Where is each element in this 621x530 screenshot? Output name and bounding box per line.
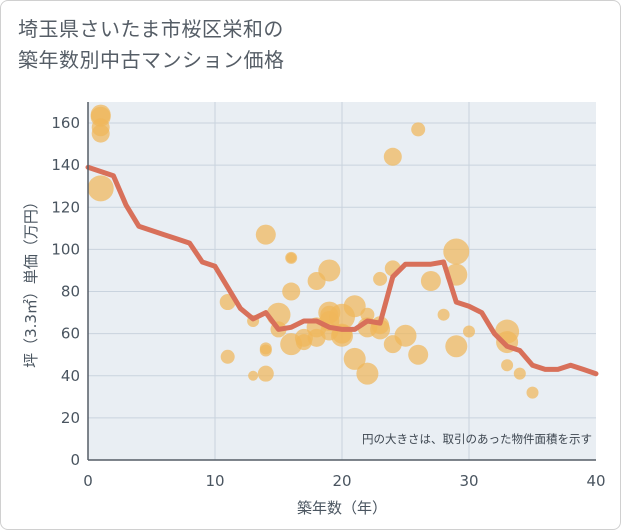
y-tick-labels: 0 20 40 60 80 100 120 140 160 (51, 114, 80, 469)
bubble-size-note: 円の大きさは、取引のあった物件面積を示す (362, 432, 592, 446)
scatter-point (501, 359, 514, 372)
y-tick-label: 140 (51, 156, 80, 174)
scatter-point (356, 362, 379, 385)
y-tick-label: 120 (51, 198, 80, 216)
y-tick-label: 160 (51, 114, 80, 132)
scatter-point (220, 349, 235, 364)
y-tick-label: 0 (70, 451, 80, 469)
scatter-point (394, 324, 417, 347)
scatter-point (437, 308, 450, 321)
scatter-point (343, 295, 366, 318)
scatter-point (248, 370, 259, 381)
scatter-point (255, 224, 276, 245)
y-tick-label: 40 (61, 367, 80, 385)
scatter-point (373, 271, 388, 286)
y-tick-label: 60 (61, 325, 80, 343)
axes (87, 102, 596, 461)
y-axis-label: 坪（3.3㎡）単価（万円） (22, 194, 40, 368)
scatter-point (257, 365, 274, 382)
scatter-point (408, 344, 429, 365)
x-tick-label: 20 (332, 472, 351, 490)
chart-title-line-2: 築年数別中古マンション価格 (18, 48, 285, 72)
scatter-point (343, 347, 366, 370)
scatter-point (383, 147, 402, 166)
scatter-point (445, 335, 468, 358)
trend-line (85, 164, 599, 377)
chart-title-line-1: 埼玉県さいたま市桜区栄和の (18, 17, 284, 41)
x-tick-label: 10 (205, 472, 224, 490)
scatter-point (259, 344, 272, 357)
y-tick-label: 20 (61, 409, 80, 427)
scatter-point (420, 271, 441, 291)
x-tick-label: 0 (83, 472, 93, 490)
x-tick-labels: 0 10 20 30 40 (83, 472, 605, 490)
x-axis-label: 築年数（年） (297, 499, 387, 517)
x-tick-label: 30 (459, 472, 478, 490)
x-tick-label: 40 (586, 472, 605, 490)
y-tick-label: 80 (61, 283, 80, 301)
scatter-point (91, 124, 110, 143)
chart-title: 埼玉県さいたま市桜区栄和の 築年数別中古マンション価格 (18, 14, 285, 76)
y-tick-label: 100 (51, 240, 80, 258)
gridlines (88, 102, 596, 460)
scatter-point (463, 325, 475, 338)
scatter-point (411, 122, 426, 137)
scatter-point (443, 238, 470, 265)
scatter-point (513, 367, 526, 380)
scatter-point (282, 282, 301, 301)
scatter-point (286, 252, 297, 263)
scatter-point (87, 175, 114, 202)
scatter-point (526, 386, 539, 399)
scatter-point (318, 259, 341, 282)
